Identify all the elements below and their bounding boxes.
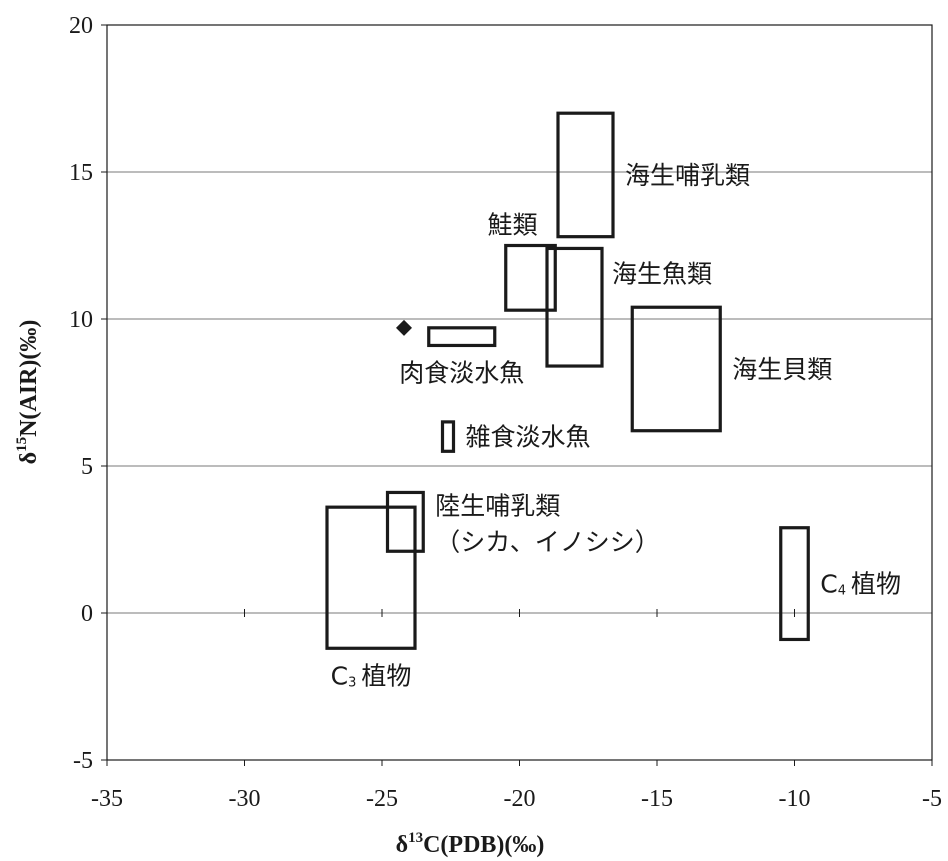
plot-frame (106, 24, 933, 761)
y-tick-label: 5 (81, 454, 93, 480)
region-boxes (325, 111, 810, 650)
y-tick-label: 0 (81, 601, 93, 627)
x-tick-label: -5 (922, 786, 942, 812)
region-box (556, 111, 615, 239)
region-label: 陸生哺乳類 (435, 491, 560, 520)
region-box (440, 420, 456, 453)
region-box (504, 243, 557, 312)
x-tick-label: -25 (366, 786, 398, 812)
region-label: 雑食淡水魚 (466, 423, 591, 452)
data-points (396, 319, 412, 336)
region-label: C4 植物 (820, 570, 901, 599)
region-label: C3 植物 (331, 661, 412, 690)
x-axis-title: δ13C(PDB)(‰) (396, 830, 545, 858)
x-tick-label: -30 (229, 786, 261, 812)
region-box (545, 246, 604, 368)
y-tick-label: 15 (69, 160, 93, 186)
x-axis-ticks: -35 -30 -25 -20 -15 -10 -5 (91, 609, 942, 812)
region-box (427, 326, 497, 348)
y-tick-label: 10 (69, 307, 93, 333)
region-label: （シカ、イノシシ） (435, 527, 660, 556)
region-label: 海生魚類 (612, 259, 712, 288)
region-label: 鮭類 (487, 211, 537, 240)
y-tick-label: 20 (69, 13, 93, 39)
region-box (779, 526, 810, 642)
x-tick-label: -35 (91, 786, 123, 812)
region-box (385, 490, 425, 553)
region-label: 海生哺乳類 (625, 161, 750, 190)
x-tick-label: -10 (779, 786, 811, 812)
region-label: 海生貝類 (732, 355, 832, 384)
y-axis-title: δ15N(AIR)(‰) (14, 320, 42, 465)
x-tick-label: -20 (504, 786, 536, 812)
region-label: 肉食淡水魚 (399, 358, 524, 387)
region-box (325, 505, 417, 650)
y-axis-ticks: -5 0 5 10 15 20 (69, 13, 107, 774)
y-tick-label: -5 (73, 748, 93, 774)
region-box (630, 305, 722, 433)
diamond-point (396, 319, 412, 336)
x-tick-label: -15 (641, 786, 673, 812)
